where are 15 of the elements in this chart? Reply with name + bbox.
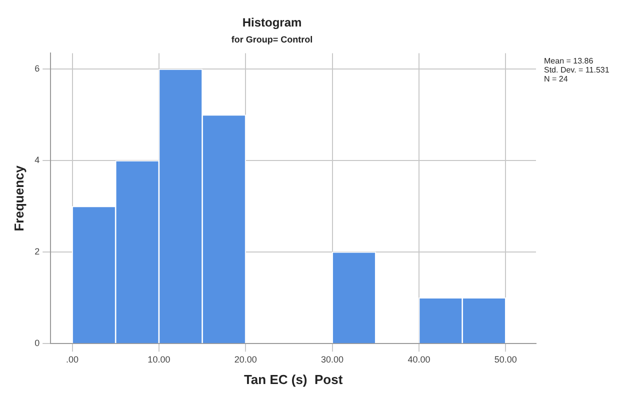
x-tick-label: 40.00 bbox=[408, 354, 430, 364]
x-tick-label: 20.00 bbox=[234, 354, 257, 364]
y-axis-title: Frequency bbox=[11, 164, 26, 232]
text: Mean = 13.86 Std. Dev. = 11.531 N = 24 bbox=[544, 56, 610, 84]
chart-title: Histogram bbox=[242, 16, 302, 30]
x-axis-title: Tan EC (s) Post bbox=[244, 372, 344, 387]
y-tick-label: 4 bbox=[34, 155, 40, 166]
x-tick-label: 10.00 bbox=[148, 354, 170, 364]
chart-subtitle: for Group= Control bbox=[231, 34, 313, 44]
x-tick-label: 50.00 bbox=[494, 354, 517, 364]
y-tick-label: 2 bbox=[34, 246, 40, 257]
y-tick-label: 0 bbox=[34, 338, 40, 348]
x-tick-label: .00 bbox=[66, 354, 79, 364]
y-tick-label: 6 bbox=[34, 64, 40, 74]
x-tick-label: 30.00 bbox=[321, 354, 344, 364]
